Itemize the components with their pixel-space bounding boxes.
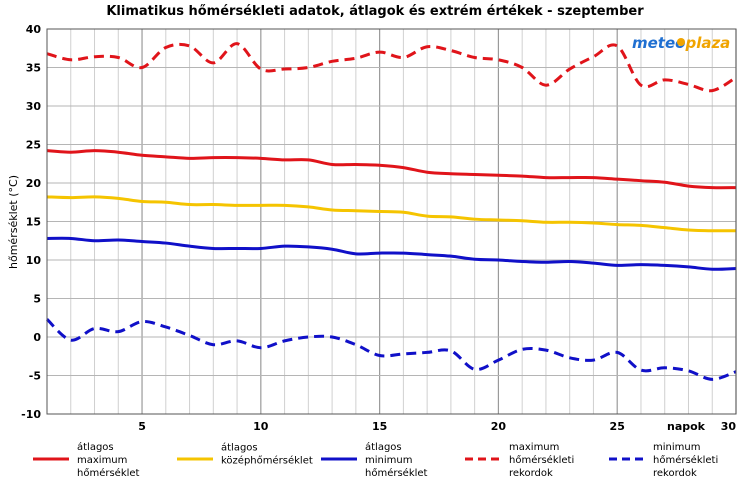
legend-label-avg_min: hőmérséklet [365,467,428,479]
y-tick-label: 5 [33,293,41,306]
series-line-0 [46,149,737,190]
legend-label-avg_max: átlagos [77,441,114,453]
x-tick-label: 10 [253,420,269,433]
y-axis-label: hőmérséklet (°C) [7,175,20,269]
legend-label-rec_max: maximum [509,442,559,453]
svg-text:meteoplaza: meteoplaza [632,34,730,52]
legend-label-avg_min: minimum [365,455,412,466]
y-tick-label: 30 [26,100,42,113]
legend-label-avg_max: hőmérséklet [77,467,140,479]
y-tick-label: 25 [26,139,41,152]
y-tick-label: 35 [26,62,41,75]
y-tick-label: 10 [26,254,42,267]
y-tick-label: -10 [21,408,41,421]
series-line-4 [45,318,737,381]
legend-label-avg_max: maximum [77,455,127,466]
y-tick-label: 15 [26,216,41,229]
series-line-2 [46,236,737,271]
legend-label-rec_max: rekordok [509,468,553,479]
brand-part1: meteo [632,34,685,52]
legend-label-avg_mid: átlagos [221,442,258,454]
series-line-1 [46,195,737,233]
sun-icon [677,38,685,46]
x-axis-label: napok [667,420,706,433]
legend-label-rec_min: hőmérsékleti [653,454,718,466]
plot-border [46,28,737,415]
x-tick-label: 30 [721,420,737,433]
brand-part2: plaza [684,34,730,52]
legend-label-rec_min: minimum [653,442,700,453]
legend-label-rec_max: hőmérsékleti [509,454,574,466]
axes [46,28,737,415]
series-line-3 [46,42,737,93]
brand-logo: meteoplaza [632,34,730,52]
x-tick-label: 25 [610,420,625,433]
y-tick-label: 20 [26,177,42,190]
series-lines [45,42,737,381]
y-tick-label: -5 [29,370,41,383]
y-tick-label: 0 [33,331,41,344]
chart-title: Klimatikus hőmérsékleti adatok, átlagok … [106,4,644,19]
y-tick-label: 40 [26,23,42,36]
legend-label-rec_min: rekordok [653,468,697,479]
legend: átlagosmaximumhőmérsékletátlagosközéphőm… [33,441,718,479]
x-tick-label: 15 [372,420,387,433]
tick-labels: -10 -5 0 5 10 15 20 25 30 35 40 5 10 15 20 25 30 [21,23,736,433]
legend-label-avg_mid: középhőmérséklet [221,455,313,467]
legend-label-avg_min: átlagos [365,441,402,453]
x-tick-label: 20 [491,420,507,433]
x-tick-label: 5 [138,420,146,433]
